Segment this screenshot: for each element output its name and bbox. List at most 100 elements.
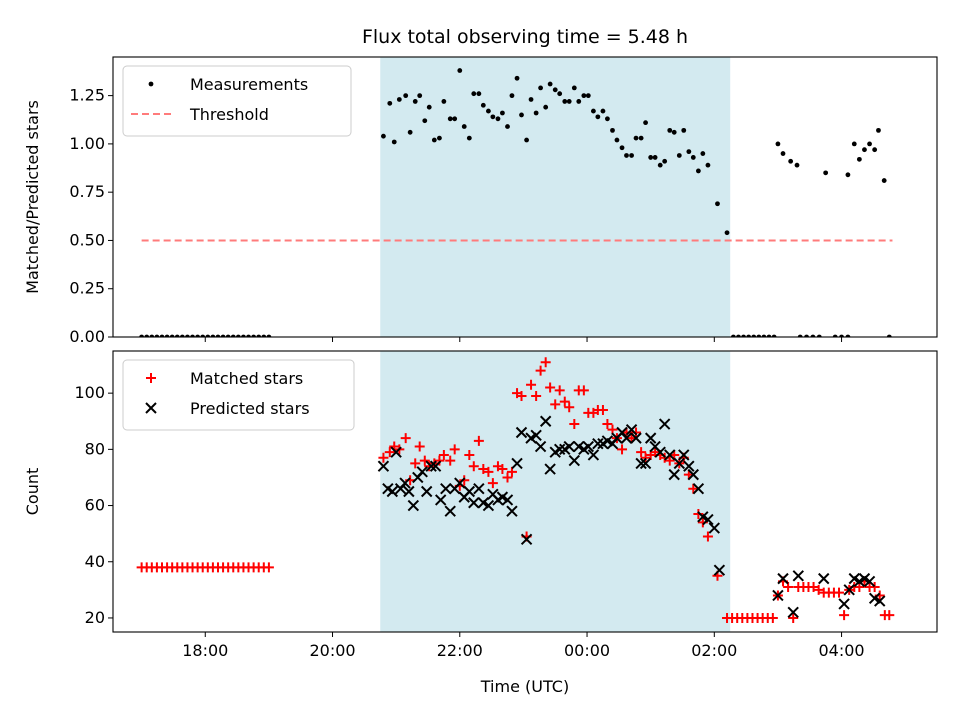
data-point [263, 562, 274, 573]
data-point [497, 464, 508, 475]
data-point [391, 139, 397, 145]
data-point [576, 99, 582, 104]
data-point [461, 124, 467, 129]
data-point [810, 334, 816, 337]
data-point [702, 513, 714, 526]
data-point [566, 99, 572, 104]
legend-box [122, 359, 355, 431]
data-point [678, 449, 690, 461]
data-point [648, 155, 654, 160]
data-point [676, 153, 682, 158]
data-point [434, 455, 445, 466]
data-point [702, 531, 713, 542]
data-point [506, 466, 517, 477]
data-point [787, 606, 799, 619]
data-point [617, 444, 628, 455]
data-point [690, 155, 696, 160]
data-point [686, 149, 692, 155]
data-point [519, 112, 524, 118]
data-point [452, 116, 458, 122]
data-point [190, 334, 195, 337]
data-point [534, 440, 547, 453]
data-point [772, 589, 784, 602]
data-point [688, 483, 699, 494]
y-tick-label: 80 [85, 439, 105, 458]
data-point [410, 458, 421, 469]
data-point [869, 582, 880, 593]
data-point [687, 468, 700, 481]
data-point [658, 418, 671, 430]
data-point [185, 334, 190, 337]
data-point [667, 127, 673, 133]
data-point [741, 334, 746, 337]
data-point [595, 114, 601, 120]
data-point [538, 85, 543, 91]
data-point [771, 334, 777, 337]
data-point [535, 365, 546, 376]
data-point [516, 390, 527, 401]
axes-frame [112, 56, 938, 338]
data-point [872, 147, 878, 153]
data-point [856, 156, 862, 162]
data-point [377, 460, 390, 472]
y-tick-label: 0.25 [69, 279, 105, 298]
legend-label: Measurements [190, 75, 308, 94]
axes-frame [112, 350, 938, 633]
data-point [638, 135, 644, 141]
data-point [839, 334, 844, 337]
data-point [441, 99, 447, 104]
data-point [200, 334, 206, 337]
data-point [468, 497, 480, 509]
data-point [692, 482, 705, 495]
data-point [424, 461, 435, 472]
y-tick-label: 0.75 [69, 182, 105, 201]
data-point [681, 127, 687, 133]
data-point [695, 168, 701, 174]
data-point [384, 447, 395, 458]
data-point [582, 440, 595, 453]
data-point [668, 468, 680, 481]
data-point [756, 334, 762, 337]
data-point [520, 533, 533, 545]
series [139, 68, 892, 337]
data-point [483, 466, 494, 477]
data-point [724, 230, 730, 236]
data-point [407, 129, 413, 135]
data-layer [136, 357, 895, 623]
data-point [654, 446, 666, 458]
data-point [673, 457, 686, 470]
data-point [767, 612, 778, 623]
data-point [766, 334, 772, 337]
data-point [476, 91, 482, 97]
data-point [195, 334, 201, 337]
data-point [610, 127, 615, 133]
data-point [487, 478, 498, 489]
legend: Matched stars Predicted stars [122, 359, 355, 431]
data-point [761, 334, 767, 337]
data-point [449, 444, 460, 455]
data-point [464, 449, 475, 460]
data-point [838, 598, 850, 610]
data-point [501, 494, 514, 506]
data-point [205, 334, 211, 337]
data-point [845, 334, 851, 337]
y-tick-label: 0.50 [69, 230, 105, 249]
x-tick-label: 04:00 [819, 641, 865, 660]
data-point [419, 455, 430, 466]
series [377, 415, 886, 619]
data-point [440, 482, 452, 495]
data-point [482, 499, 495, 512]
data-point [509, 93, 515, 99]
data-point [708, 522, 721, 534]
data-point [412, 99, 418, 104]
data-point [705, 162, 711, 168]
chart-title: Flux total observing time = 5.48 h [362, 26, 688, 48]
data-point [557, 91, 563, 97]
data-point [635, 457, 647, 470]
legend-swatch [145, 402, 157, 414]
y-tick-label: 0.00 [69, 327, 105, 346]
data-point [643, 120, 648, 126]
data-point [591, 108, 596, 114]
legend-box [122, 65, 352, 137]
data-point [746, 334, 752, 337]
